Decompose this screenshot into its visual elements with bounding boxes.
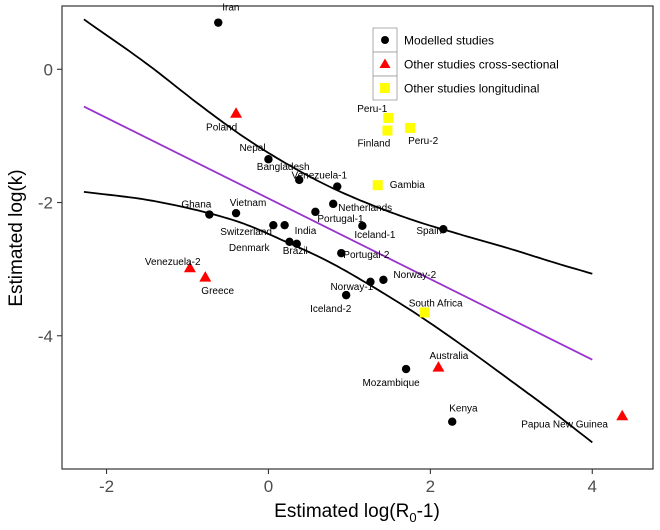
label-venezuela-2: Venezuela-2	[145, 257, 201, 268]
label-denmark: Denmark	[229, 243, 271, 254]
x-axis-title: Estimated log(R0-1)	[274, 501, 440, 525]
label-switzerland: Switzerland	[220, 227, 272, 238]
plot-panel	[61, 5, 654, 470]
point-australia	[432, 361, 445, 372]
point-norway-2	[379, 275, 388, 285]
label-papua-new-guinea: Papua New Guinea	[521, 420, 608, 431]
label-peru-1: Peru-1	[357, 104, 387, 115]
x-tick-label-0: -2	[99, 477, 114, 496]
label-portugal-2: Portugal-2	[343, 250, 390, 261]
y-tick-label-1: -2	[38, 194, 53, 213]
label-vietnam: Vietnam	[230, 198, 267, 209]
point-brazil	[292, 239, 301, 249]
legend-marker-longitudinal	[380, 83, 390, 93]
point-iceland-1	[358, 221, 367, 231]
point-iran	[214, 18, 223, 27]
point-denmark	[285, 237, 294, 247]
label-south-africa: South Africa	[409, 298, 463, 309]
label-gambia: Gambia	[390, 180, 425, 191]
legend-marker-modelled	[381, 36, 389, 44]
x-tick-label-3: 4	[588, 477, 597, 496]
fitted-lines	[83, 18, 593, 444]
label-brazil: Brazil	[283, 246, 308, 257]
label-ghana: Ghana	[181, 200, 211, 211]
legend-marker-cross-sectional	[379, 58, 391, 68]
label-poland: Poland	[206, 122, 237, 133]
point-gambia	[372, 180, 383, 191]
y-tick-label-2: -4	[38, 327, 53, 346]
label-nepal: Nepal	[239, 143, 265, 154]
point-spain	[439, 224, 448, 234]
point-india	[280, 220, 289, 230]
label-kenya: Kenya	[449, 404, 478, 415]
upper-bound-line	[83, 18, 593, 275]
label-netherlands: Netherlands	[338, 203, 392, 214]
point-papua-new-guinea	[616, 409, 629, 421]
point-vietnam	[231, 208, 241, 218]
point-netherlands	[329, 199, 338, 209]
point-kenya	[448, 417, 457, 426]
point-poland	[230, 107, 243, 118]
x-tick-label-1: 0	[264, 477, 273, 496]
regression-line	[83, 105, 593, 361]
point-portugal-1	[311, 207, 320, 217]
point-peru-1	[383, 112, 394, 123]
point-ghana	[205, 210, 214, 219]
label-india: India	[295, 226, 317, 237]
label-greece: Greece	[201, 286, 234, 297]
lower-bound-line	[83, 191, 593, 444]
label-portugal-1: Portugal-1	[317, 214, 364, 225]
label-norway-2: Norway-2	[393, 270, 436, 281]
label-spain: Spain	[416, 226, 442, 237]
point-finland	[382, 125, 393, 136]
legend: Modelled studies Other studies cross-sec…	[372, 27, 559, 101]
label-finland: Finland	[357, 139, 390, 150]
label-iceland-1: Iceland-1	[354, 230, 396, 241]
point-portugal-2	[337, 248, 346, 258]
point-bangladesh	[295, 175, 304, 185]
y-tick-label-0: 0	[44, 60, 53, 79]
legend-label-cross-sectional: Other studies cross-sectional	[404, 58, 559, 72]
point-south-africa	[419, 307, 430, 318]
label-australia: Australia	[429, 351, 468, 362]
point-peru-2	[405, 122, 416, 133]
label-venezuela-1: Venezuela-1	[291, 171, 347, 182]
point-iceland-2	[341, 290, 351, 300]
legend-label-modelled: Modelled studies	[404, 34, 494, 48]
data-points	[183, 18, 629, 426]
label-bangladesh: Bangladesh	[257, 162, 310, 173]
label-norway-1: Norway-1	[330, 282, 373, 293]
label-mozambique: Mozambique	[362, 378, 420, 389]
point-greece	[199, 271, 212, 282]
x-tick-label-2: 2	[426, 477, 435, 496]
label-peru-2: Peru-2	[408, 136, 438, 147]
legend-label-longitudinal: Other studies longitudinal	[404, 82, 539, 96]
y-axis-title: Estimated log(k)	[6, 169, 27, 306]
label-iceland-2: Iceland-2	[310, 304, 352, 315]
point-norway-1	[366, 277, 375, 287]
axis-ticks: -2 0 2 4 0 -2 -4	[38, 60, 597, 496]
point-switzerland	[269, 220, 278, 230]
label-iran: Iran	[222, 3, 239, 14]
point-mozambique	[401, 364, 411, 374]
point-venezuela-2	[183, 261, 196, 273]
point-venezuela-1	[333, 182, 342, 191]
point-nepal	[264, 155, 273, 164]
